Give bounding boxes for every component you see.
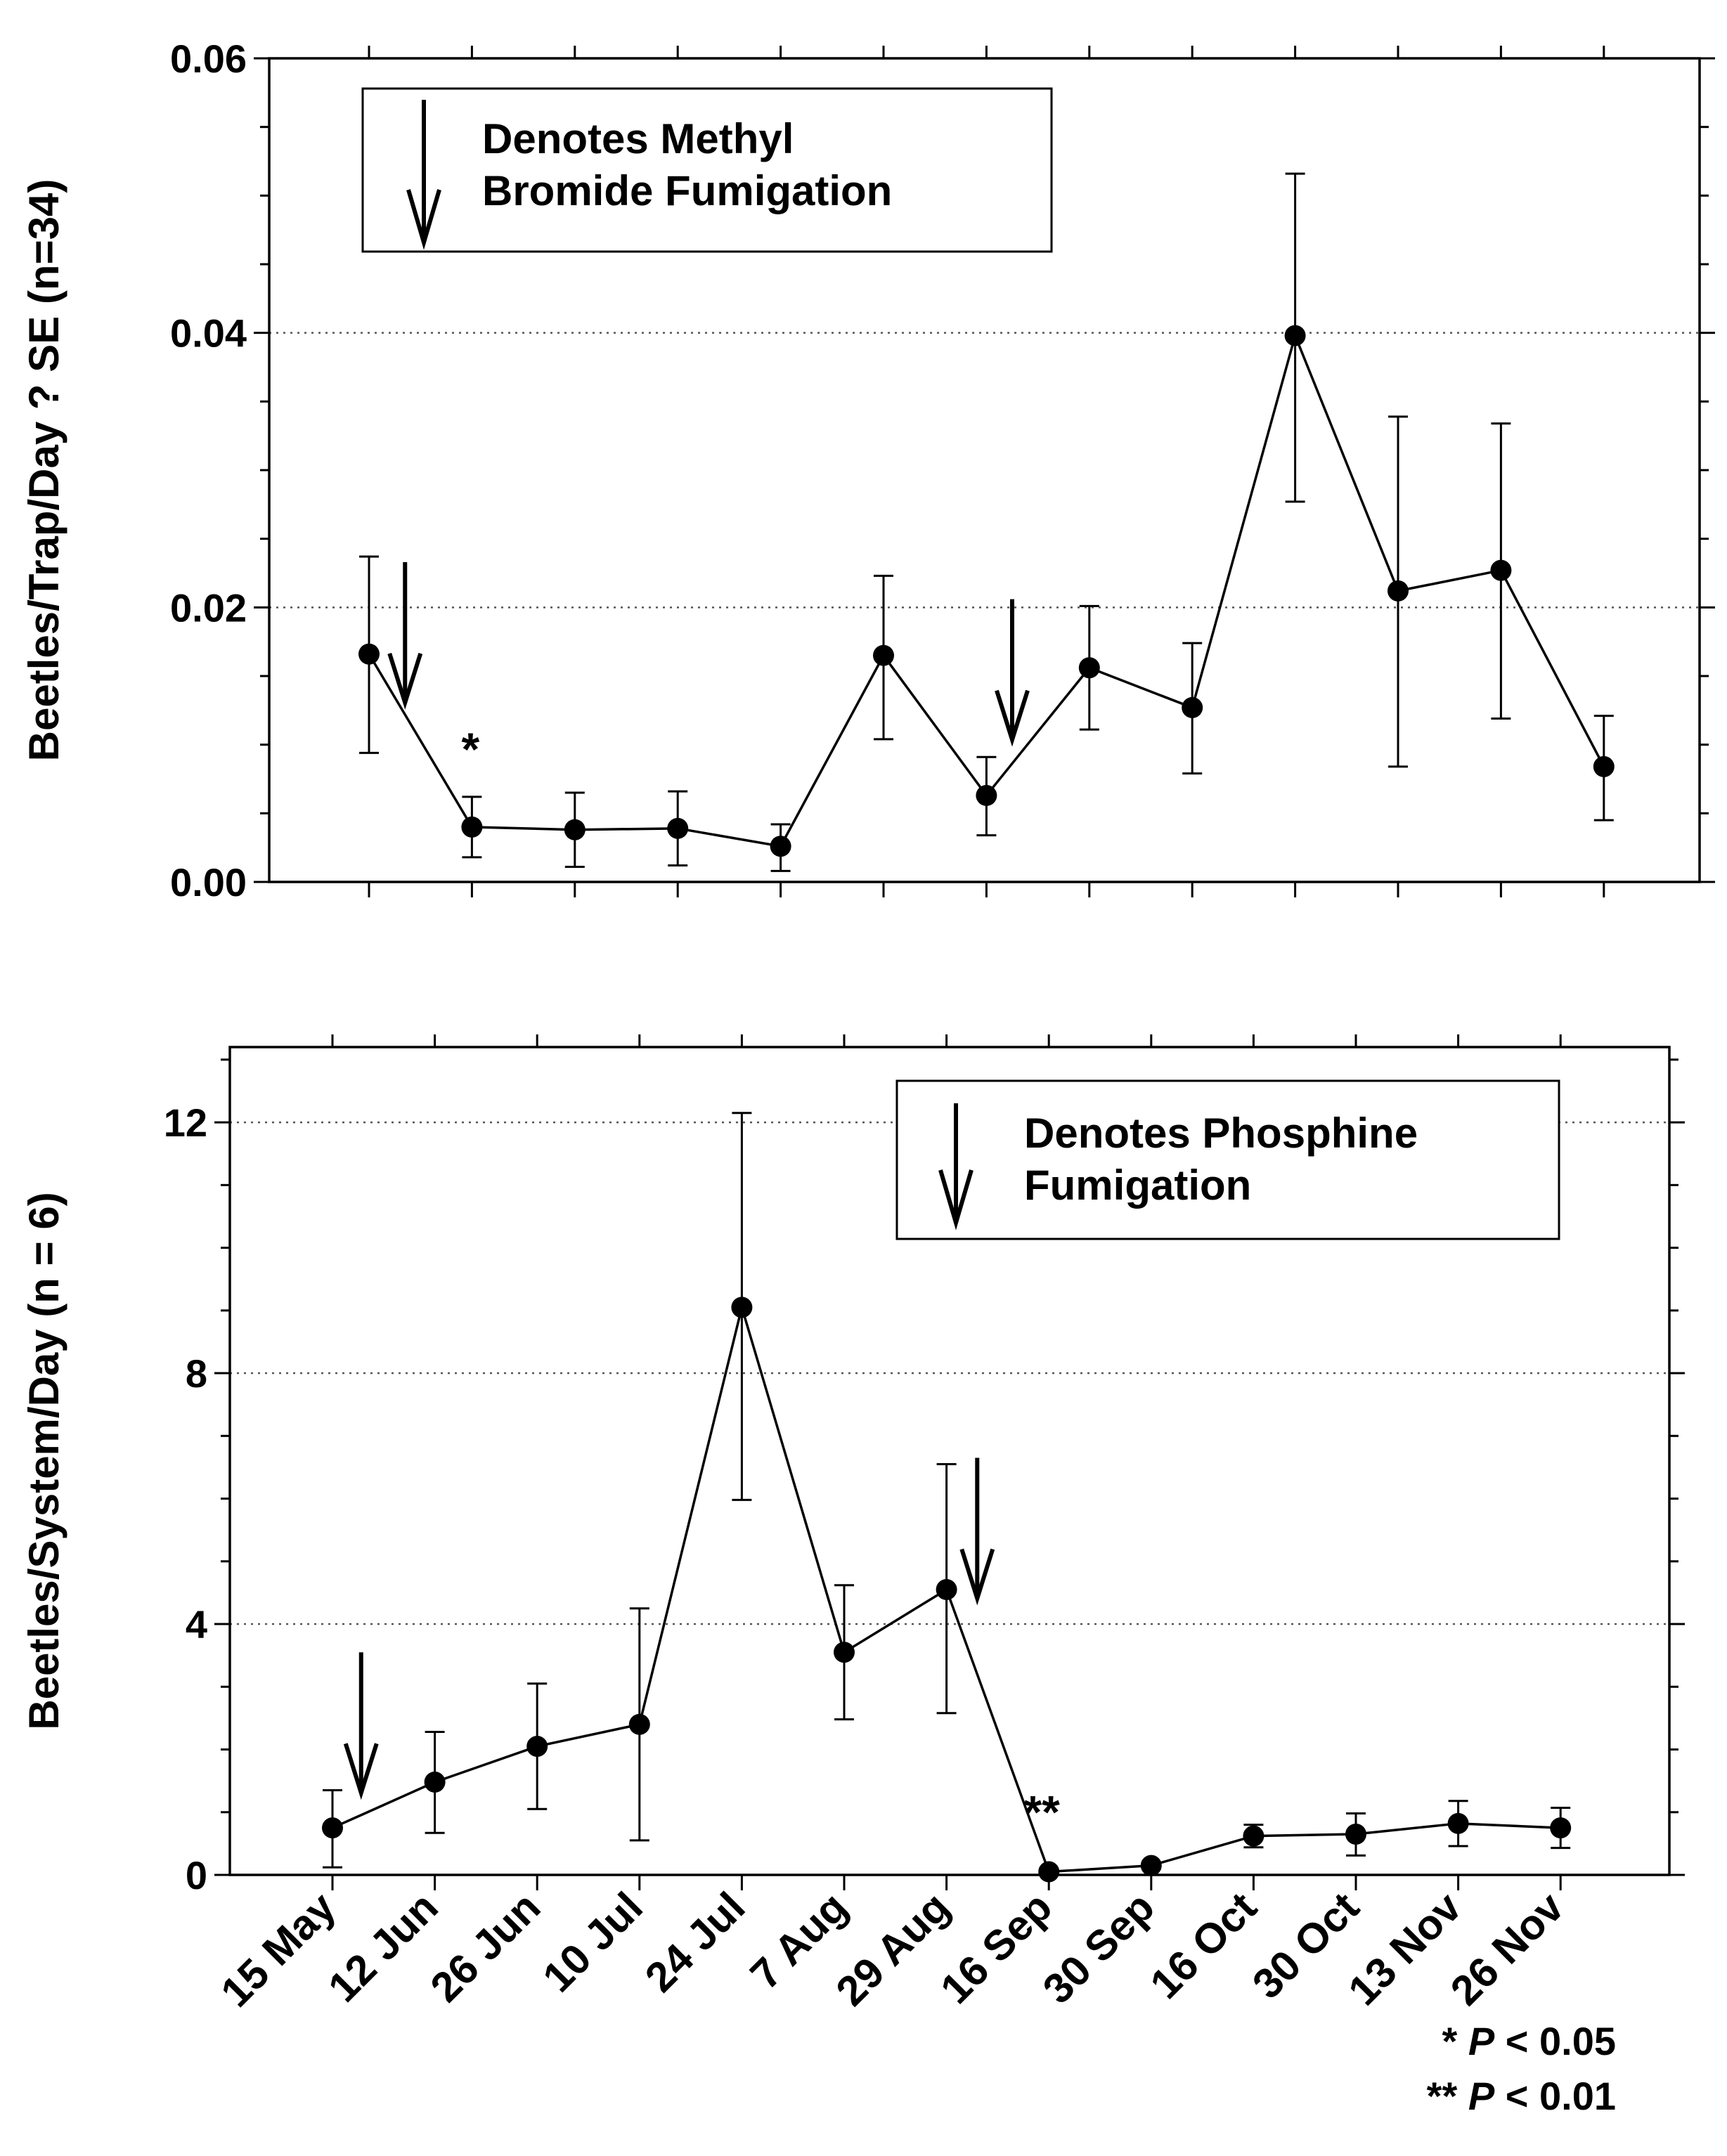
y-tick-label: 4 [186, 1602, 207, 1647]
sig-note-p: P [1468, 2074, 1495, 2118]
legend-text: Denotes Phosphine [1024, 1110, 1418, 1157]
data-point [526, 1736, 548, 1758]
data-point [424, 1771, 446, 1793]
sig-note-stars: * [1442, 2019, 1458, 2063]
data-point [1078, 657, 1100, 679]
y-tick-label: 0.04 [170, 311, 247, 356]
y-tick-label: 0.02 [170, 585, 247, 630]
y-axis-label: Beetles/Trap/Day ? SE (n=34) [20, 179, 67, 762]
chart-top-methyl-bromide: 0.00 0.02 0.04 0.06 Beetles/Trap/Day ? SE (n… [20, 37, 1715, 904]
y-tick-label: 0.06 [170, 37, 247, 81]
legend-text: Denotes Methyl [482, 115, 794, 162]
fumigation-arrow-head [959, 1548, 995, 1606]
sig-note-threshold: < 0.01 [1505, 2074, 1616, 2118]
x-tick-label: 10 Jul [533, 1883, 652, 2001]
data-point [873, 644, 894, 666]
data-point [1550, 1817, 1572, 1839]
data-point [322, 1817, 343, 1839]
data-point [976, 784, 997, 806]
x-tick-label: 30 Sep [1034, 1883, 1163, 2013]
x-tick-label: 16 Sep [931, 1883, 1061, 2013]
legend-box [361, 87, 1053, 253]
data-point [1345, 1823, 1366, 1845]
data-point [1447, 1812, 1469, 1834]
data-point [731, 1297, 753, 1318]
x-tick-label: 29 Aug [827, 1883, 959, 2015]
sig-note-stars: ** [1426, 2074, 1458, 2118]
x-tick-label: 13 Nov [1339, 1883, 1470, 2014]
legend-text: Bromide Fumigation [482, 167, 892, 214]
y-tick-label: 0.00 [170, 860, 247, 904]
data-point [1182, 696, 1203, 718]
legend-text: Fumigation [1024, 1162, 1251, 1209]
data-point [1490, 559, 1512, 581]
data-point [1243, 1825, 1264, 1847]
x-tick-label: 12 Jun [319, 1883, 447, 2011]
sig-note-threshold: < 0.05 [1505, 2019, 1616, 2063]
fumigation-arrow-head [387, 652, 423, 710]
data-point [667, 817, 689, 839]
data-point [834, 1642, 855, 1663]
data-point [628, 1713, 650, 1735]
x-tick-label: 26 Nov [1442, 1883, 1573, 2014]
data-point [1038, 1861, 1060, 1883]
chart-bottom-phosphine: 0 4 8 12 Beetles/System/Day (n = 6) ** Denotes… [20, 1034, 1685, 2016]
data-point [358, 643, 380, 665]
legend-box [895, 1079, 1560, 1240]
data-point [1593, 755, 1615, 777]
data-point [770, 836, 791, 857]
sig-note-p: P [1468, 2019, 1495, 2063]
data-point [936, 1578, 957, 1600]
legend-arrow-head [406, 189, 441, 250]
significance-note-001: ** P < 0.01 [1427, 2073, 1616, 2119]
data-point [461, 816, 483, 838]
significance-marker: * [462, 723, 480, 775]
data-point [1140, 1855, 1162, 1876]
data-point [1388, 580, 1409, 602]
x-tick-label: 26 Jun [422, 1883, 550, 2011]
x-tick-label: 15 May [212, 1883, 344, 2015]
data-point [1284, 325, 1306, 346]
y-axis-label: Beetles/System/Day (n = 6) [20, 1192, 67, 1729]
significance-marker: ** [1024, 1786, 1061, 1838]
x-tick-label: 16 Oct [1141, 1883, 1266, 2008]
plot-frame [228, 1046, 1671, 1876]
y-tick-label: 0 [186, 1853, 207, 1897]
data-point [564, 819, 586, 840]
x-tick-label: 24 Jul [636, 1883, 754, 2001]
fumigation-arrow-head [995, 689, 1030, 747]
fumigation-arrow-head [343, 1743, 379, 1800]
y-tick-label: 8 [186, 1351, 207, 1396]
y-tick-label: 12 [164, 1100, 207, 1145]
significance-note-005: * P < 0.05 [1442, 2018, 1616, 2064]
legend-arrow-head [938, 1169, 974, 1230]
